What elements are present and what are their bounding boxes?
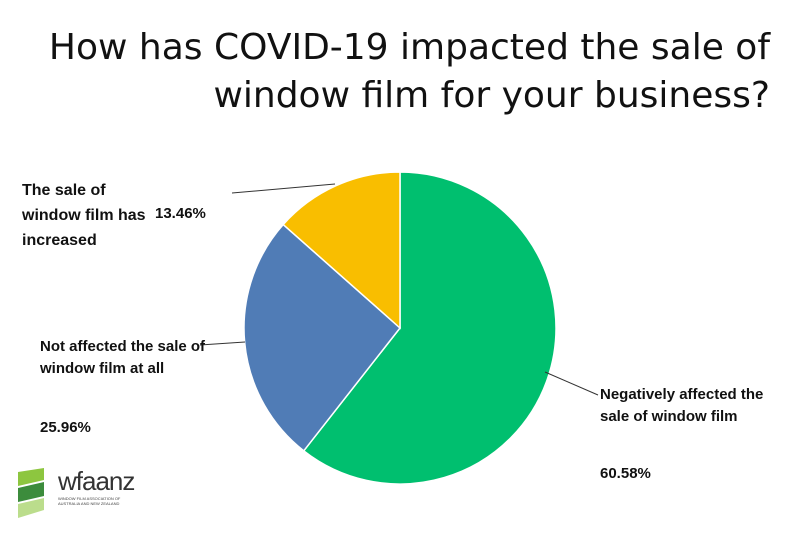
slice-label-not-affected: Not affected the sale of window film at … [40, 338, 206, 377]
leader-line-increased [231, 183, 336, 194]
slice-value-not-affected: 25.96% [40, 419, 91, 436]
wfaanz-logo: wfaanz WINDOW FILM ASSOCIATION OF AUSTRA… [14, 466, 135, 526]
pie-slices [243, 171, 557, 485]
slice-value-increased: 13.46% [155, 205, 206, 222]
pie-slice-negative [302, 171, 557, 485]
logo-mark-icon [18, 468, 44, 518]
slice-value-negative: 60.58% [600, 465, 651, 482]
slice-label-increased: The sale of window film has increased [22, 182, 146, 249]
leader-line-negative [544, 371, 599, 396]
pie-slice-increased [282, 171, 401, 330]
logo-tagline: WINDOW FILM ASSOCIATION OF AUSTRALIA AND… [58, 496, 121, 506]
logo-wordmark: wfaanz [58, 466, 135, 496]
chart-title: How has COVID-19 impacted the sale of wi… [48, 27, 770, 116]
slice-label-negative: Negatively affected the sale of window f… [600, 386, 764, 425]
leader-lines [199, 183, 599, 396]
leader-line-not-affected [199, 341, 246, 346]
